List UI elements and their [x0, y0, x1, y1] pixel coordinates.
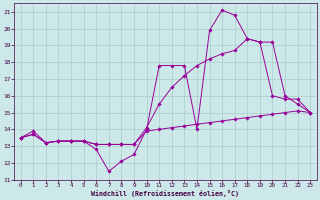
X-axis label: Windchill (Refroidissement éolien,°C): Windchill (Refroidissement éolien,°C) [92, 190, 239, 197]
